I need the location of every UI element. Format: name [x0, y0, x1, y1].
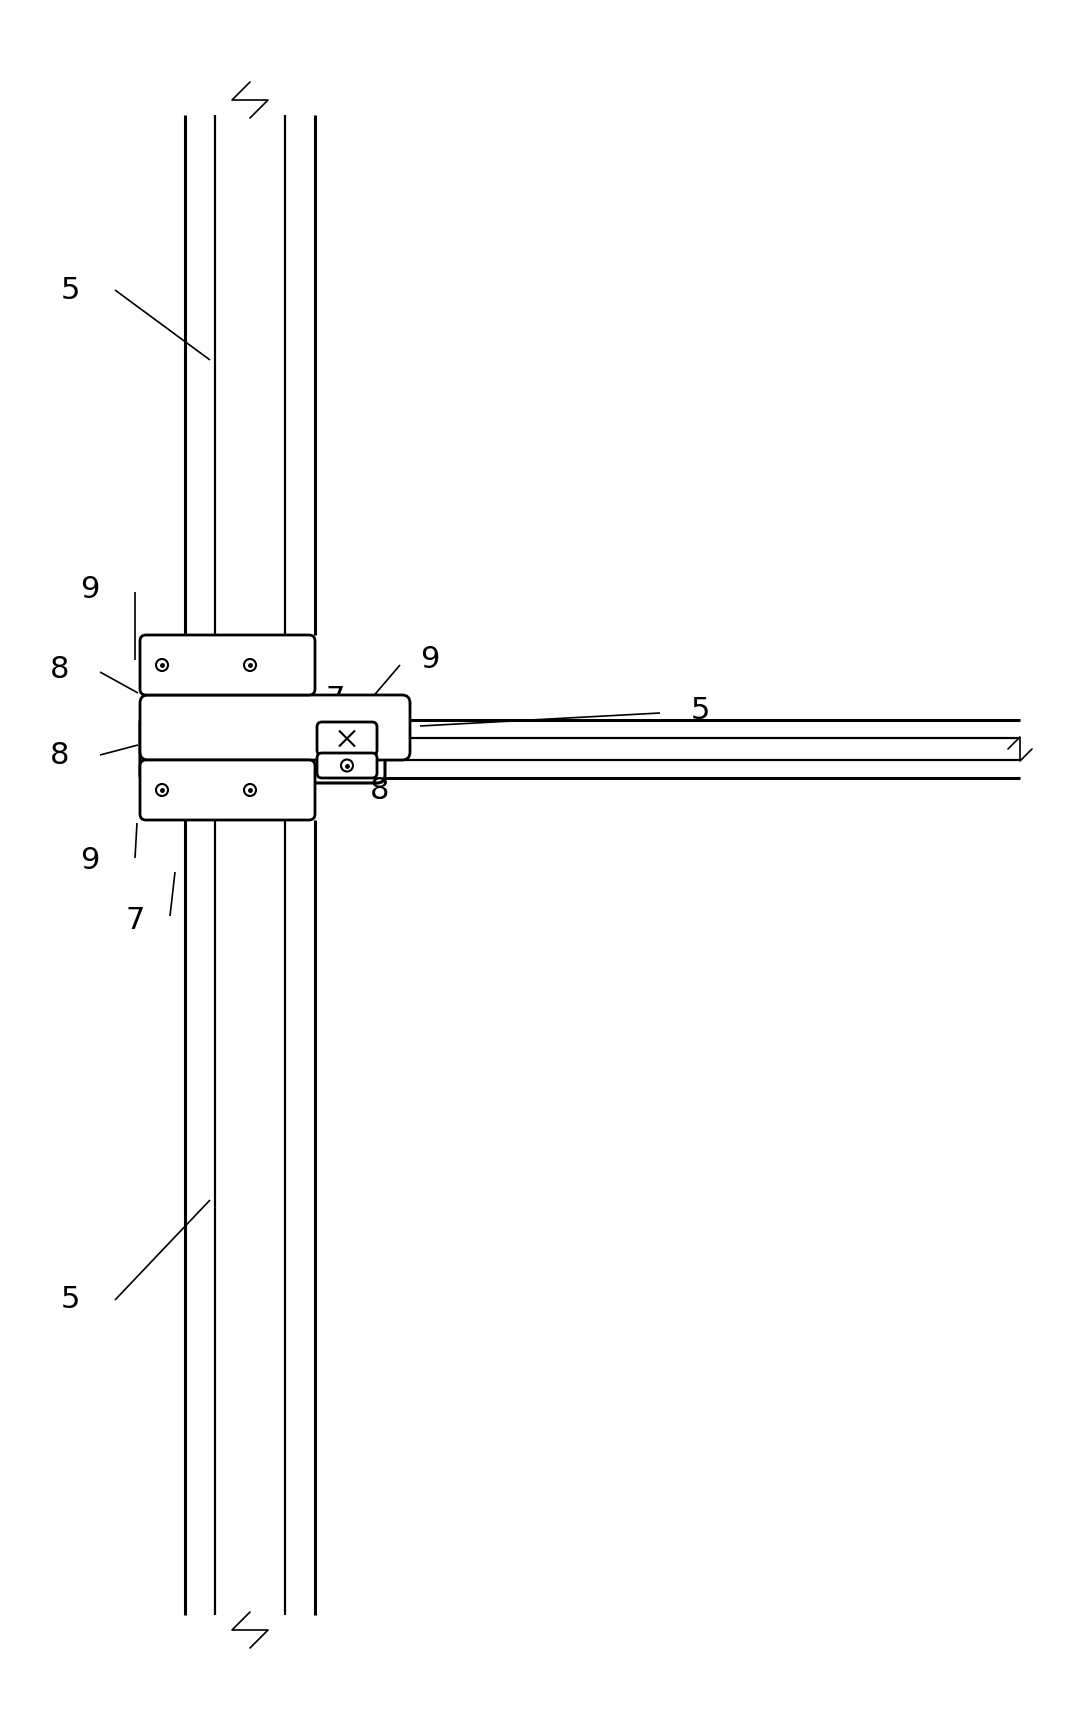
Text: 7: 7	[325, 685, 345, 714]
Text: 8: 8	[50, 656, 70, 685]
Text: 8: 8	[50, 740, 70, 770]
Text: 5: 5	[691, 695, 710, 725]
FancyBboxPatch shape	[141, 635, 315, 695]
FancyBboxPatch shape	[141, 759, 315, 820]
Text: 5: 5	[61, 1285, 80, 1315]
Text: 9: 9	[80, 576, 99, 604]
FancyBboxPatch shape	[141, 695, 410, 759]
Text: 5: 5	[61, 275, 80, 304]
Text: 9: 9	[80, 846, 99, 874]
Text: 9: 9	[421, 645, 440, 675]
Text: 8: 8	[371, 775, 390, 804]
Text: 7: 7	[125, 905, 145, 934]
FancyBboxPatch shape	[141, 714, 385, 784]
FancyBboxPatch shape	[317, 753, 377, 778]
FancyBboxPatch shape	[317, 721, 377, 754]
